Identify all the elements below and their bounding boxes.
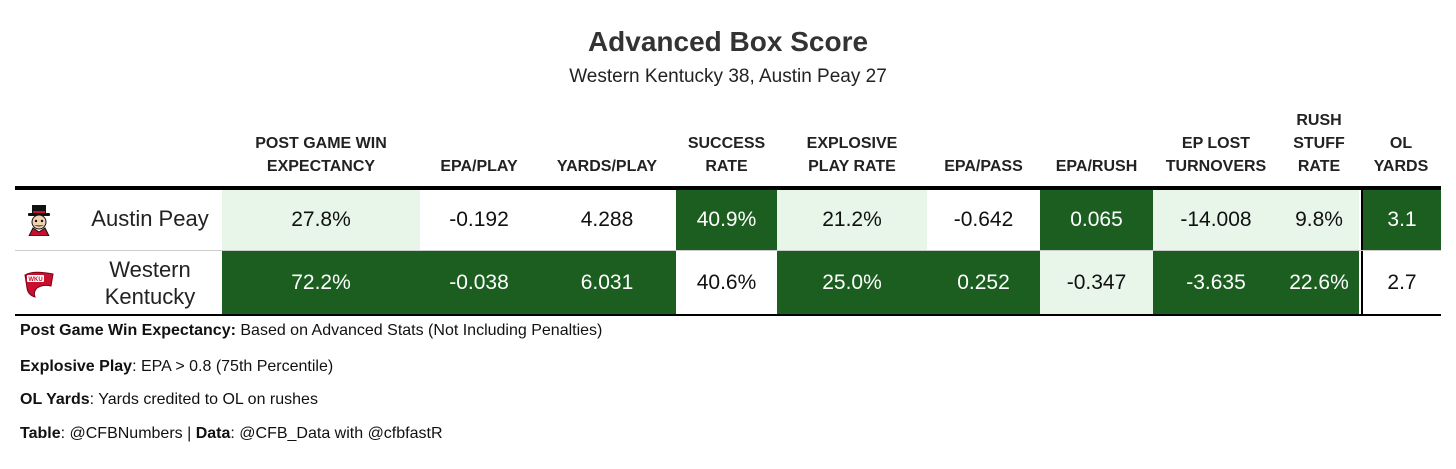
svg-text:WKU: WKU — [28, 277, 42, 283]
table-cell: 72.2% — [222, 251, 420, 314]
column-header: OL YARDS — [1373, 135, 1429, 175]
table-cell: 4.288 — [538, 190, 676, 250]
table-cell: 9.8% — [1279, 190, 1359, 250]
table-cell: 3.1 — [1361, 190, 1441, 250]
table-cell: 22.6% — [1279, 251, 1359, 314]
table-cell: 25.0% — [777, 251, 927, 314]
table-row: Austin Peay 27.8% -0.192 4.288 40.9% 21.2% -0… — [15, 190, 1441, 250]
table-cell: -0.347 — [1040, 251, 1153, 314]
table-cell: -0.038 — [420, 251, 538, 314]
column-header: YARDS/PLAY — [556, 158, 658, 175]
table-cell: -3.635 — [1153, 251, 1279, 314]
table-cell: 0.065 — [1040, 190, 1153, 250]
note-ol-yards: OL Yards: Yards credited to OL on rushes — [20, 391, 318, 408]
table-cell: 27.8% — [222, 190, 420, 250]
table-cell: -0.192 — [420, 190, 538, 250]
column-headers: POST GAME WIN EXPECTANCY EPA/PLAY YARDS/PL… — [0, 108, 1456, 188]
table-cell: -0.642 — [927, 190, 1040, 250]
column-header: POST GAME WIN EXPECTANCY — [255, 135, 387, 175]
table-cell: 40.9% — [676, 190, 777, 250]
austin-peay-governors-logo-icon — [23, 204, 55, 237]
column-header: EPA/PASS — [944, 158, 1023, 175]
column-header: SUCCESS RATE — [687, 135, 766, 175]
column-header: EPA/PLAY — [440, 158, 518, 175]
table-cell: -14.008 — [1153, 190, 1279, 250]
table-cell: 2.7 — [1361, 251, 1441, 314]
table-cell: 6.031 — [538, 251, 676, 314]
table-cell: 0.252 — [927, 251, 1040, 314]
row-separator — [15, 250, 1441, 251]
column-header: EPA/RUSH — [1055, 158, 1138, 175]
note-credits: Table: @CFBNumbers | Data: @CFB_Data wit… — [20, 425, 443, 442]
bottom-rule — [15, 314, 1441, 316]
table-cell: 21.2% — [777, 190, 927, 250]
team-name: Austin Peay — [91, 206, 209, 231]
table-cell: 40.6% — [676, 251, 777, 314]
table-row: WKU Western Kentucky 72.2% -0.038 6.031 40.… — [15, 251, 1441, 314]
note-explosive-play: Explosive Play: EPA > 0.8 (75th Percenti… — [20, 358, 334, 375]
header-rule — [15, 186, 1441, 190]
table-title: Advanced Box Score — [587, 26, 869, 57]
note-win-expectancy: Post Game Win Expectancy: Based on Advan… — [20, 322, 603, 339]
column-header: EXPLOSIVE PLAY RATE — [806, 135, 898, 175]
table-subtitle: Western Kentucky 38, Austin Peay 27 — [569, 66, 887, 87]
column-header: EP LOST TURNOVERS — [1165, 135, 1267, 175]
column-header: RUSH STUFF RATE — [1293, 112, 1345, 175]
wku-red-towel-logo-icon: WKU — [23, 266, 55, 298]
team-name: Western Kentucky — [104, 257, 196, 309]
